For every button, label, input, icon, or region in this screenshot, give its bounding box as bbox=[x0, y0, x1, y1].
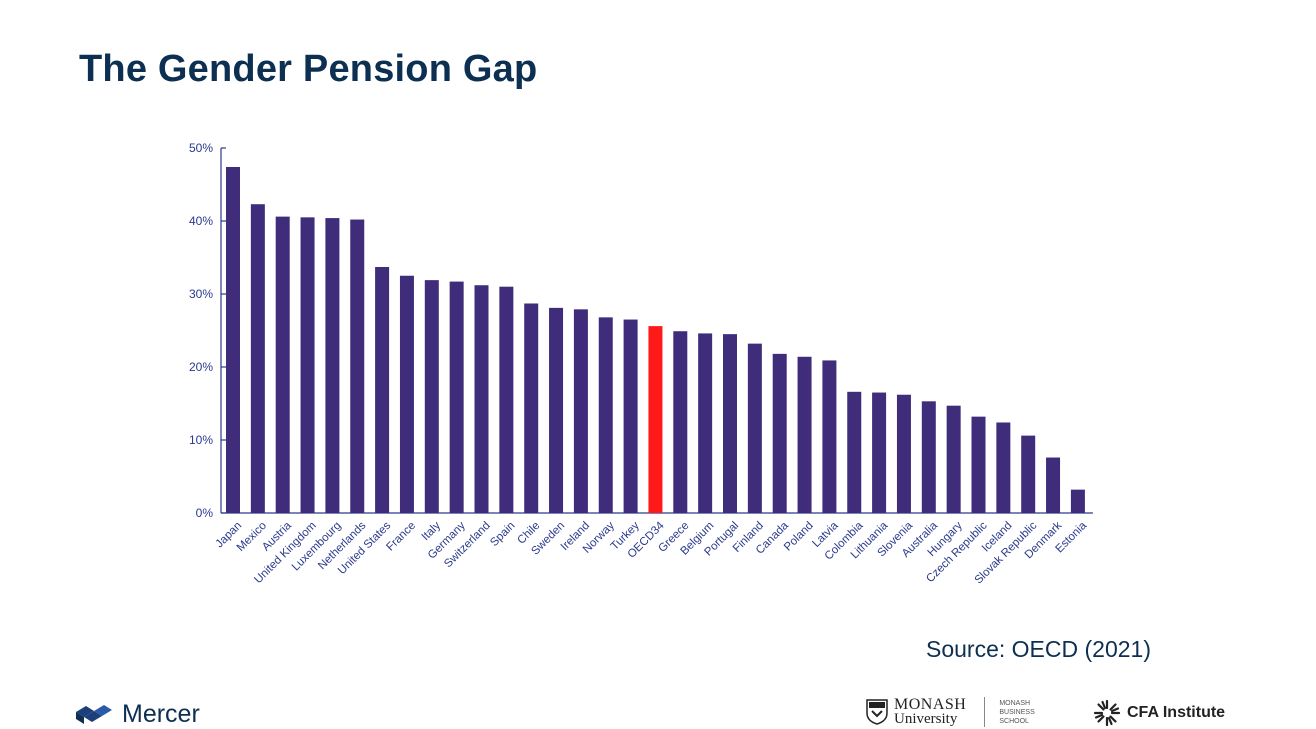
y-tick-label: 50% bbox=[189, 141, 213, 155]
source-citation: Source: OECD (2021) bbox=[926, 636, 1151, 662]
bar-estonia bbox=[1070, 489, 1085, 513]
bar-australia bbox=[921, 401, 936, 513]
monash-shield-icon bbox=[866, 699, 888, 725]
bar-denmark bbox=[1046, 457, 1061, 513]
bar-slovenia bbox=[896, 394, 911, 513]
bar-switzerland bbox=[474, 285, 489, 513]
bar-oecd34 bbox=[648, 326, 663, 513]
bar-colombia bbox=[847, 391, 862, 513]
monash-logo: MONASH University MONASH BUSINESS SCHOOL bbox=[866, 697, 1035, 727]
bar-norway bbox=[598, 317, 613, 513]
bar-germany bbox=[449, 281, 464, 513]
mercer-mark-icon bbox=[76, 704, 112, 724]
y-tick-label: 0% bbox=[196, 506, 214, 520]
bar-czech-republic bbox=[971, 416, 986, 513]
bar-mexico bbox=[250, 204, 265, 513]
bar-united-kingdom bbox=[300, 217, 315, 513]
bar-united-states bbox=[375, 266, 390, 513]
mercer-logo: Mercer bbox=[76, 700, 200, 729]
bar-turkey bbox=[623, 319, 638, 513]
bar-latvia bbox=[822, 360, 837, 513]
monash-university: University bbox=[894, 711, 958, 727]
bar-lithuania bbox=[872, 392, 887, 513]
bar-sweden bbox=[549, 307, 564, 513]
cfa-wordmark: CFA Institute bbox=[1127, 704, 1226, 721]
y-tick-label: 30% bbox=[189, 287, 213, 301]
bar-luxembourg bbox=[325, 218, 340, 513]
monash-name: MONASH bbox=[894, 696, 967, 713]
bar-iceland bbox=[996, 422, 1011, 513]
bar-poland bbox=[797, 356, 812, 513]
y-tick-label: 40% bbox=[189, 214, 213, 228]
bar-italy bbox=[424, 280, 439, 513]
bar-austria bbox=[275, 216, 290, 513]
cfa-institute-logo: CFA Institute bbox=[1093, 699, 1225, 727]
bar-finland bbox=[747, 343, 762, 513]
bar-slovak-republic bbox=[1021, 435, 1036, 513]
bar-hungary bbox=[946, 405, 961, 513]
cfa-globe-icon bbox=[1093, 699, 1121, 727]
y-tick-label: 10% bbox=[189, 433, 213, 447]
bar-spain bbox=[499, 286, 514, 513]
slide-title: The Gender Pension Gap bbox=[79, 48, 538, 90]
bar-belgium bbox=[698, 333, 713, 513]
bar-portugal bbox=[723, 334, 737, 513]
logo-divider bbox=[984, 697, 986, 727]
monash-business-school: MONASH BUSINESS SCHOOL bbox=[999, 699, 1035, 725]
bar-greece bbox=[673, 331, 688, 513]
bar-japan bbox=[226, 166, 240, 514]
mercer-wordmark: Mercer bbox=[122, 700, 200, 728]
bar-france bbox=[399, 275, 414, 513]
bar-netherlands bbox=[350, 219, 365, 514]
bar-canada bbox=[772, 353, 787, 513]
y-tick-label: 20% bbox=[189, 360, 213, 374]
bar-ireland bbox=[573, 309, 588, 513]
x-category-label: Spain bbox=[488, 520, 517, 549]
bar-chile bbox=[524, 303, 539, 513]
